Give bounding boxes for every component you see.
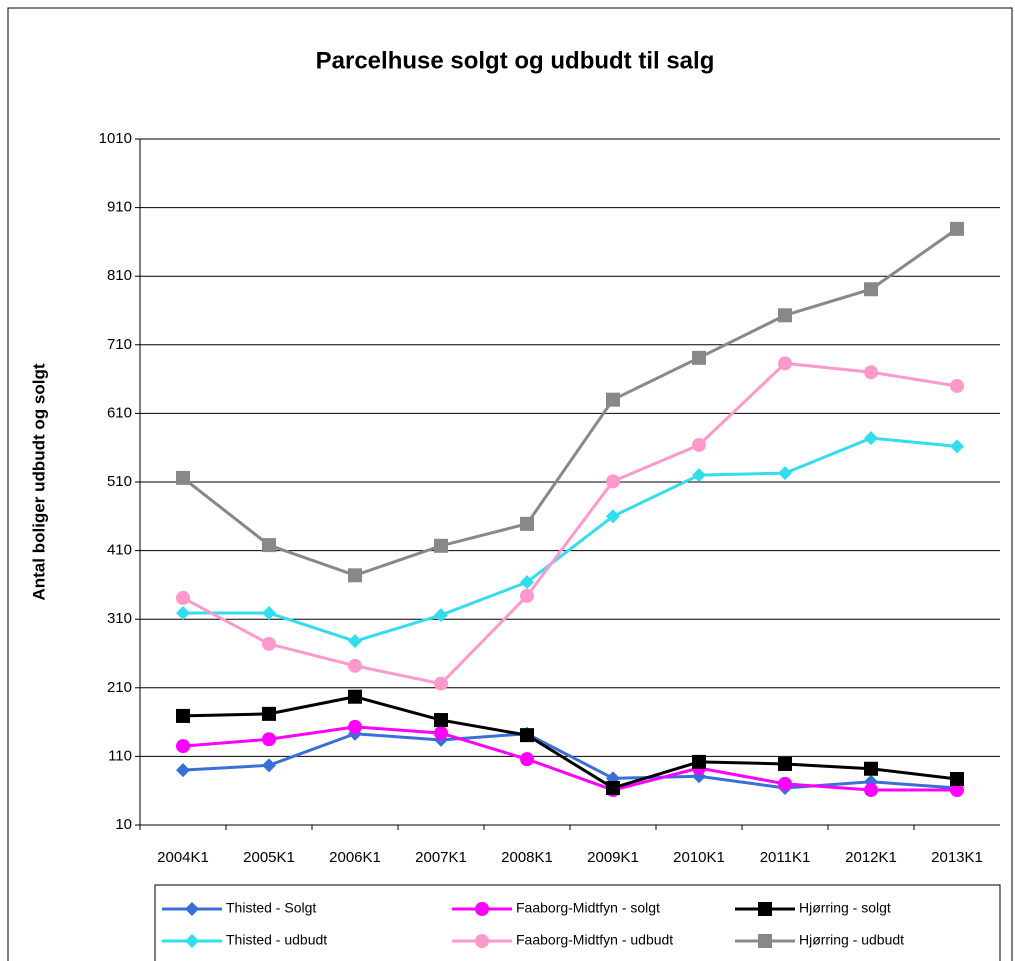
marker (262, 706, 276, 721)
marker (950, 439, 964, 454)
marker (520, 516, 534, 531)
marker (606, 780, 620, 795)
marker (692, 437, 706, 452)
marker (950, 378, 964, 393)
y-axis-label: Antal boliger udbudt og solgt (29, 363, 48, 600)
marker (176, 606, 190, 621)
marker (176, 763, 190, 778)
marker (348, 634, 362, 649)
legend-label: Faaborg-Midtfyn - solgt (516, 900, 660, 916)
x-tick-label: 2005K1 (243, 849, 295, 866)
marker (692, 350, 706, 365)
marker (434, 713, 448, 728)
marker (520, 588, 534, 603)
marker (434, 726, 448, 741)
x-tick-label: 2012K1 (845, 849, 897, 866)
marker (176, 470, 190, 485)
x-tick-label: 2006K1 (329, 849, 381, 866)
marker (950, 772, 964, 787)
x-tick-label: 2007K1 (415, 849, 467, 866)
legend-box (154, 884, 1001, 961)
marker (434, 676, 448, 691)
marker (262, 538, 276, 553)
marker (520, 752, 534, 767)
marker (778, 308, 792, 323)
series-line (182, 361, 958, 686)
marker (262, 606, 276, 621)
marker (176, 739, 190, 754)
marker (692, 754, 706, 769)
marker (758, 902, 772, 916)
marker (778, 756, 792, 771)
chart-title: Parcelhuse solgt og udbudt til salg (316, 47, 715, 74)
marker (864, 365, 878, 380)
marker (262, 636, 276, 651)
marker (758, 934, 772, 948)
legend-label: Faaborg-Midtfyn - udbudt (516, 932, 673, 948)
chart-border (7, 7, 1013, 961)
y-tick-label: 210 (107, 679, 132, 696)
marker (864, 431, 878, 446)
marker (434, 538, 448, 553)
series-line (182, 227, 958, 577)
legend-label: Thisted - Solgt (226, 900, 316, 916)
marker (520, 728, 534, 743)
marker (348, 568, 362, 583)
marker (606, 474, 620, 489)
marker (348, 658, 362, 673)
marker (348, 689, 362, 704)
marker (950, 783, 964, 798)
y-tick-label: 710 (107, 336, 132, 353)
series-line (182, 732, 958, 790)
legend-label: Hjørring - udbudt (799, 932, 904, 948)
y-tick-label: 910 (107, 199, 132, 216)
marker (475, 902, 489, 916)
marker (262, 758, 276, 773)
series-line (183, 436, 958, 643)
legend-label: Thisted - udbudt (226, 932, 327, 948)
y-tick-label: 310 (107, 610, 132, 627)
marker (606, 509, 620, 524)
marker (185, 902, 199, 916)
marker (778, 466, 792, 481)
marker (950, 221, 964, 236)
x-tick-label: 2010K1 (673, 849, 725, 866)
series-line (182, 695, 958, 790)
y-tick-label: 510 (107, 473, 132, 490)
marker (434, 608, 448, 623)
marker (176, 590, 190, 605)
marker (520, 575, 534, 590)
y-tick-label: 410 (107, 542, 132, 559)
marker (778, 776, 792, 791)
x-tick-label: 2004K1 (157, 849, 209, 866)
x-tick-label: 2011K1 (760, 849, 811, 866)
marker (864, 761, 878, 776)
y-tick-label: 1010 (99, 130, 132, 147)
y-tick-label: 110 (108, 747, 132, 764)
marker (864, 783, 878, 798)
x-tick-label: 2013K1 (931, 849, 983, 866)
y-tick-label: 610 (107, 404, 132, 421)
marker (864, 282, 878, 297)
legend-label: Hjørring - solgt (799, 900, 891, 916)
marker (606, 392, 620, 407)
marker (348, 719, 362, 734)
y-tick-label: 10 (115, 816, 132, 833)
y-tick-label: 810 (107, 267, 132, 284)
marker (176, 708, 190, 723)
x-tick-label: 2009K1 (587, 849, 639, 866)
marker (262, 732, 276, 747)
x-tick-label: 2008K1 (501, 849, 553, 866)
marker (692, 468, 706, 483)
marker (185, 934, 199, 948)
marker (778, 356, 792, 371)
marker (475, 934, 489, 948)
series-line (182, 725, 957, 792)
